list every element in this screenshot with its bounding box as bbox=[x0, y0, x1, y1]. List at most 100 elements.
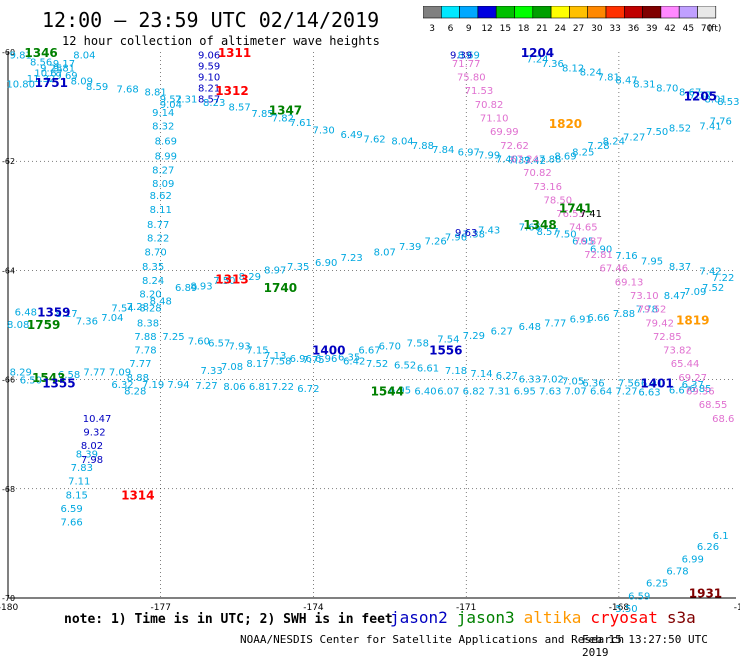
data-point-label: 7.43 bbox=[478, 225, 500, 236]
data-point-label: 8.37 bbox=[669, 262, 691, 273]
track-time-label: 1400 bbox=[312, 344, 345, 358]
data-point-label: 6.1 bbox=[713, 531, 729, 542]
data-point-label: 69.27 bbox=[678, 373, 707, 384]
data-point-label: 8.08 bbox=[7, 320, 29, 331]
data-point-label: 7.16 bbox=[615, 251, 637, 262]
data-point-label: 7.40 bbox=[496, 154, 518, 165]
data-point-label: 9.06 bbox=[198, 51, 220, 62]
data-point-label: 6.59 bbox=[628, 591, 650, 602]
data-point-label: 7.62 bbox=[363, 134, 385, 145]
data-point-label: 8.38 bbox=[137, 318, 159, 329]
data-point-label: 8.27 bbox=[152, 165, 174, 176]
data-point-label: 7.83 bbox=[71, 463, 93, 474]
data-point-label: 7.78 bbox=[636, 305, 658, 316]
data-point-label: 7.42 bbox=[699, 266, 721, 277]
data-point-label: 6.57 bbox=[208, 338, 230, 349]
data-point-label: 6.35 bbox=[338, 353, 360, 364]
data-point-label: 8.24 bbox=[580, 68, 602, 79]
data-point-label: 6.91 bbox=[570, 314, 592, 325]
data-point-label: 7.28 bbox=[127, 302, 149, 313]
data-point-label: 7.36 bbox=[76, 317, 98, 328]
colorbar: 3 6 9 12 15 18 21 24 27 30 33 36 39 42 45 70(ft) bbox=[423, 6, 721, 34]
data-point-label: 7.88 bbox=[613, 309, 635, 320]
colorbar-tick: 9 bbox=[466, 24, 472, 34]
data-point-label: 6.49 bbox=[341, 130, 363, 141]
data-point-label: 7.18 bbox=[445, 366, 467, 377]
data-point-label: 73.82 bbox=[663, 346, 692, 357]
colorbar-tick: 45 bbox=[683, 24, 694, 34]
data-point-label: 7.68 bbox=[117, 85, 139, 96]
data-point-label: 8.28 bbox=[139, 304, 161, 315]
data-point-label: 9.69 bbox=[55, 71, 77, 82]
data-point-label: 8.53 bbox=[717, 97, 739, 108]
track-time-label: 1759 bbox=[27, 318, 60, 332]
data-point-label: 7.38 bbox=[463, 229, 485, 240]
data-point-label: 7.13 bbox=[264, 351, 286, 362]
data-point-label: 7.27 bbox=[615, 387, 637, 398]
track-time-label: 1544 bbox=[371, 385, 404, 399]
x-tick-label: -168 bbox=[609, 603, 630, 613]
data-point-label: 6.82 bbox=[463, 387, 485, 398]
colorbar-tick: 27 bbox=[573, 24, 584, 34]
data-point-label: 8.48 bbox=[150, 296, 172, 307]
data-point-label: 8.29 bbox=[10, 367, 32, 378]
data-point-label: 6.32 bbox=[111, 380, 133, 391]
data-point-label: 7.23 bbox=[341, 253, 363, 264]
data-point-label: 6.70 bbox=[379, 342, 401, 353]
data-point-label: 7.30 bbox=[313, 126, 335, 137]
data-point-label: 7.77 bbox=[129, 359, 151, 370]
data-point-label: 72.62 bbox=[500, 141, 529, 152]
data-point-label: 8.32 bbox=[152, 122, 174, 133]
data-point-label: 7.37 bbox=[689, 91, 711, 102]
data-point-label: 10.47 bbox=[83, 414, 112, 425]
data-point-label: 75.80 bbox=[457, 73, 486, 84]
data-point-label: 6.36 bbox=[582, 378, 604, 389]
data-point-label: 8.17 bbox=[55, 309, 77, 320]
data-point-label: 8.28 bbox=[124, 387, 146, 398]
data-point-label: 7.85 bbox=[251, 109, 273, 120]
data-point-label: 6.42 bbox=[343, 356, 365, 367]
data-point-label: 9.25 bbox=[40, 63, 62, 74]
data-point-label: 7.22 bbox=[272, 382, 294, 393]
data-point-label: 6.95 bbox=[389, 385, 411, 396]
data-point-label: 9.14 bbox=[152, 108, 174, 119]
track-time-label: 1346 bbox=[24, 46, 57, 60]
track-time-label: 1543 bbox=[32, 371, 65, 385]
data-point-label: 6.40 bbox=[414, 387, 436, 398]
colorbar-tick: 18 bbox=[518, 24, 530, 34]
data-point-label: 7.52 bbox=[702, 283, 724, 294]
y-tick-label: -62 bbox=[2, 157, 15, 166]
colorbar-tick: 3 bbox=[429, 24, 435, 34]
data-point-label: 6.48 bbox=[519, 322, 541, 333]
data-point-label: 68.6 bbox=[712, 414, 734, 425]
data-point-label: 8.56 bbox=[30, 57, 52, 68]
data-point-label: 71.77 bbox=[452, 59, 481, 70]
data-point-label: 7.81 bbox=[598, 73, 620, 84]
data-point-label: 73.16 bbox=[533, 182, 562, 193]
data-point-label: 8.39 bbox=[76, 449, 98, 460]
data-point-label: 7.58 bbox=[269, 356, 291, 367]
data-point-label: 7.98 bbox=[81, 455, 103, 466]
data-point-label: 8.07 bbox=[374, 247, 396, 258]
data-point-label: 8.97 bbox=[264, 265, 286, 276]
track-time-label: 1556 bbox=[429, 344, 462, 358]
footer-timestamp: Feb 15 13:27:50 UTC 2019 bbox=[582, 633, 708, 659]
data-point-label: 6.91 bbox=[641, 378, 663, 389]
data-point-label: 7.95 bbox=[641, 257, 663, 268]
data-point-label: 7.26 bbox=[425, 236, 447, 247]
data-point-label: 7.27 bbox=[195, 381, 217, 392]
track-time-label: 1312 bbox=[215, 84, 248, 98]
data-point-label: 6.67 bbox=[669, 385, 691, 396]
track-time-label: 1359 bbox=[37, 305, 70, 319]
data-point-label: 8.67 bbox=[679, 87, 701, 98]
data-point-label: 8.06 bbox=[223, 382, 245, 393]
colorbar-swatch bbox=[697, 6, 717, 19]
data-point-label: 72.81 bbox=[584, 250, 613, 261]
data-point-label: 8.57 bbox=[537, 227, 559, 238]
data-point-label: 7.25 bbox=[162, 332, 184, 343]
data-point-label: 6.78 bbox=[666, 567, 688, 578]
data-point-label: 6.59 bbox=[61, 504, 83, 515]
data-point-label: 7.05 bbox=[562, 377, 584, 388]
data-point-label: 8.01 bbox=[705, 94, 727, 105]
